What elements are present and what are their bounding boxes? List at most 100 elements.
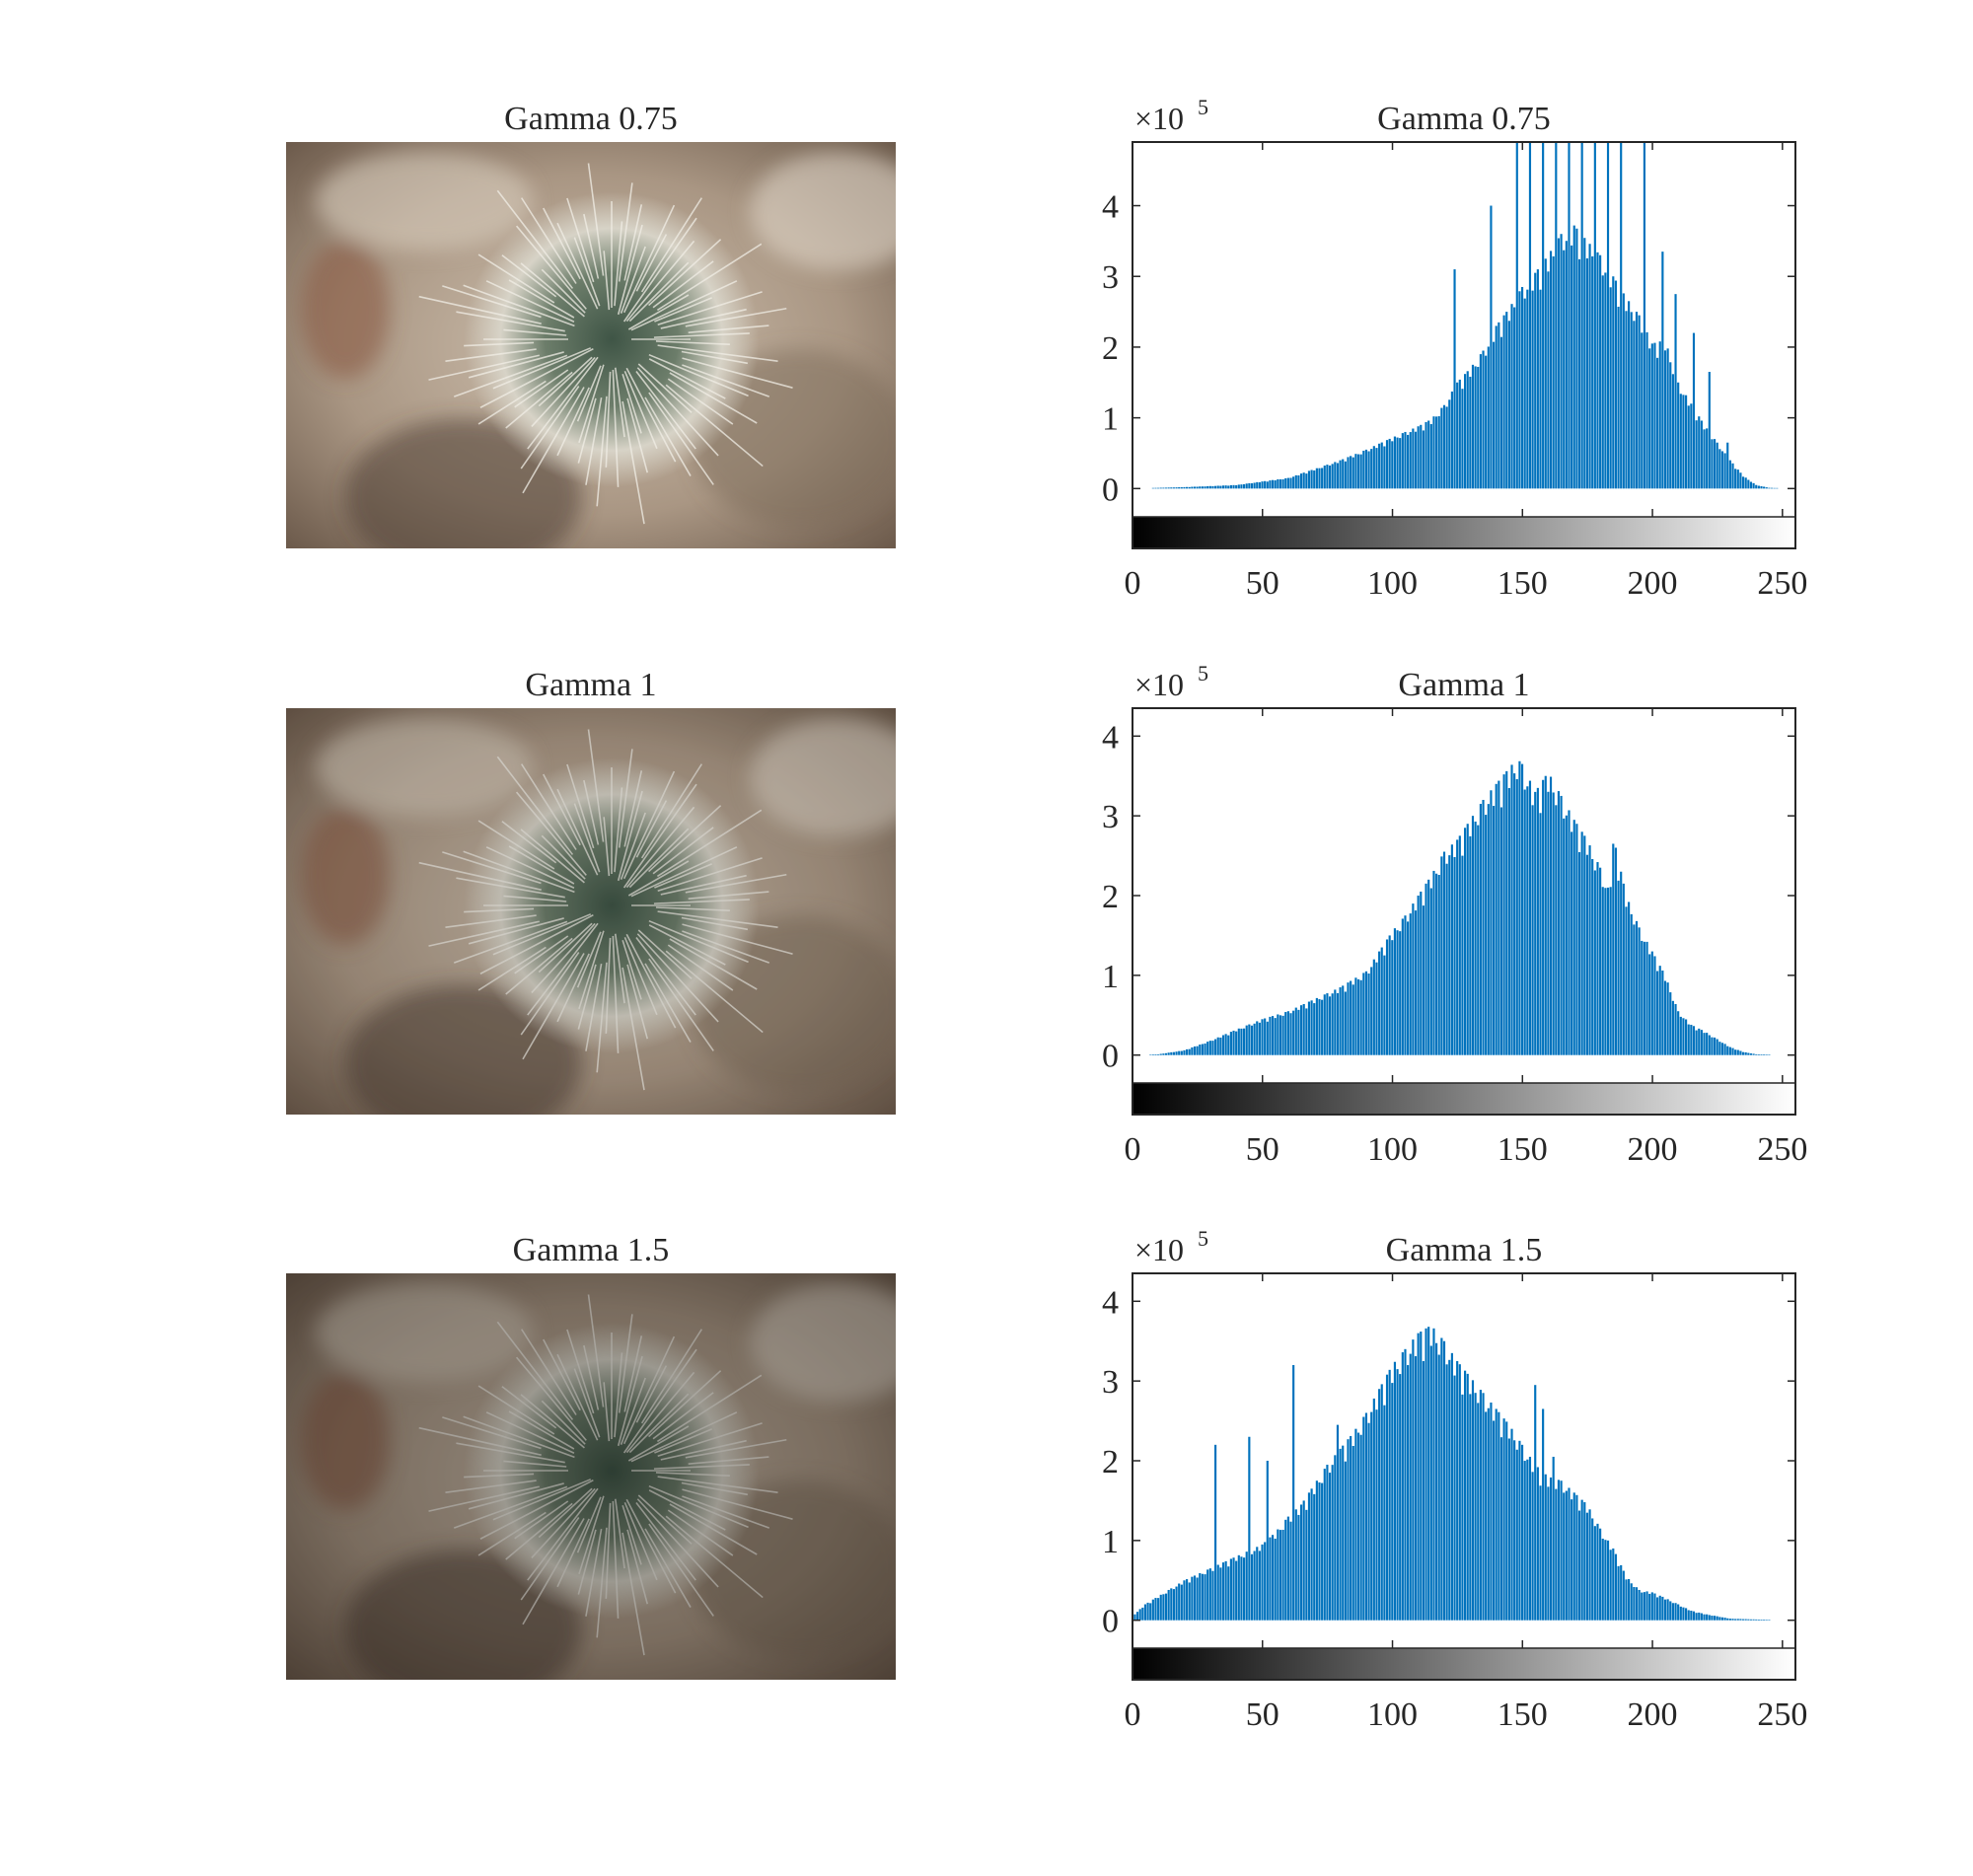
histogram-bar [1552,255,1555,489]
histogram-bar [1526,1459,1529,1621]
histogram-bar [1370,1411,1373,1621]
x-tick-label: 200 [1628,1696,1678,1733]
histogram-bar [1692,1611,1696,1621]
histogram-bar [1375,962,1378,1055]
histogram-bar [1580,142,1583,489]
histogram-bar [1490,1402,1493,1621]
histogram-bar [1763,486,1766,489]
histogram-bar [1299,473,1303,489]
histogram-bar [1542,142,1545,489]
histogram-bar [1164,487,1168,489]
histogram-bar [1248,1024,1251,1055]
histogram-bar [1520,1444,1524,1621]
histogram-bar [1385,1374,1389,1621]
y-tick-label: 2 [1102,1444,1119,1480]
histogram-bar [1565,241,1568,489]
histogram-bar [1752,482,1755,489]
histogram-bar [1334,1455,1337,1621]
histogram-bar [1708,372,1711,489]
histogram-bar [1240,484,1243,489]
histogram-bar [1591,859,1594,1055]
histogram-bar [1726,1046,1729,1055]
histogram-bar [1534,272,1537,489]
histogram-bar [1609,1550,1612,1621]
photo-panel-2: Gamma 1.5 [286,1232,896,1680]
histogram-bar [1284,1012,1287,1055]
histogram-bar [1575,824,1578,1055]
histogram-bar [1653,956,1656,1055]
histogram-bar [1201,1573,1204,1621]
histogram-bar [1170,1051,1173,1055]
histogram-bar [1159,1594,1162,1621]
histogram-bar [1157,487,1160,489]
histogram-bar [1359,979,1362,1055]
histogram-bar [1536,1467,1539,1621]
histogram-bar [1547,271,1550,489]
histogram-bar [1427,1327,1430,1621]
x-tick-label: 0 [1125,1131,1141,1168]
histogram-bar [1149,1603,1152,1621]
histogram-bar [1563,250,1566,489]
histogram-bar [1658,341,1661,489]
histogram-bar [1364,1412,1368,1621]
histogram-bar [1243,1557,1246,1621]
histogram-bar [1162,1053,1165,1055]
histogram-bar [1227,1035,1230,1055]
histogram-bar [1482,799,1485,1055]
histogram-bar [1266,1021,1269,1055]
histogram-bar [1703,1614,1706,1621]
histogram-bar [1407,921,1410,1055]
histogram-bar [1315,997,1318,1055]
histogram-bar [1718,1042,1721,1055]
histogram-bar [1407,434,1410,489]
histogram-bar [1713,1037,1717,1055]
histogram-bars [1149,760,1771,1055]
histogram-bar [1763,1620,1766,1621]
histogram-bar [1539,289,1542,489]
histogram-bar [1536,787,1539,1055]
histogram-bar [1201,486,1204,489]
histogram-bar [1261,481,1264,489]
histogram-bar [1620,142,1623,489]
histogram-bar [1417,896,1420,1055]
histogram-bar [1757,1054,1760,1055]
histogram-bar [1474,821,1477,1055]
histogram-bar [1159,487,1162,489]
histogram-bar [1204,1574,1206,1621]
histogram-bar [1695,1613,1698,1621]
histogram-bar [1677,1604,1680,1621]
histogram-bar [1435,416,1438,489]
histogram-bar [1269,1537,1272,1621]
histogram-bar [1310,469,1313,489]
histogram-bar [1339,986,1342,1055]
histogram-bar [1760,1620,1763,1621]
histogram-bar [1237,484,1240,489]
y-tick-label: 3 [1102,259,1119,296]
histogram-bar [1606,1540,1610,1621]
histogram-bar [1682,1607,1685,1621]
histogram-bar [1336,1424,1340,1621]
histogram-bar [1773,487,1776,489]
histogram-bar [1518,760,1521,1055]
histogram-bar [1617,306,1620,489]
histogram-bar [1469,376,1472,489]
histogram-bar [1305,1008,1308,1055]
photo-title: Gamma 1.5 [513,1232,670,1268]
histogram-bar [1323,1469,1326,1621]
histogram-bar [1422,430,1425,489]
histogram-bar [1650,1592,1653,1621]
histogram-bar [1307,1001,1311,1055]
histogram-bar [1172,1051,1176,1055]
histogram-bar [1666,982,1669,1055]
x-tick-label: 150 [1498,1696,1548,1733]
histogram-bar [1188,486,1191,489]
histogram-bar [1370,967,1373,1055]
histogram-bar [1425,883,1427,1055]
y-exponent-sup: 5 [1198,1226,1208,1251]
histogram-bar [1211,1570,1214,1621]
histogram-bar [1271,1535,1275,1621]
histogram-bar [1544,258,1547,489]
histogram-bar [1703,429,1706,489]
histogram-bar [1372,959,1375,1055]
